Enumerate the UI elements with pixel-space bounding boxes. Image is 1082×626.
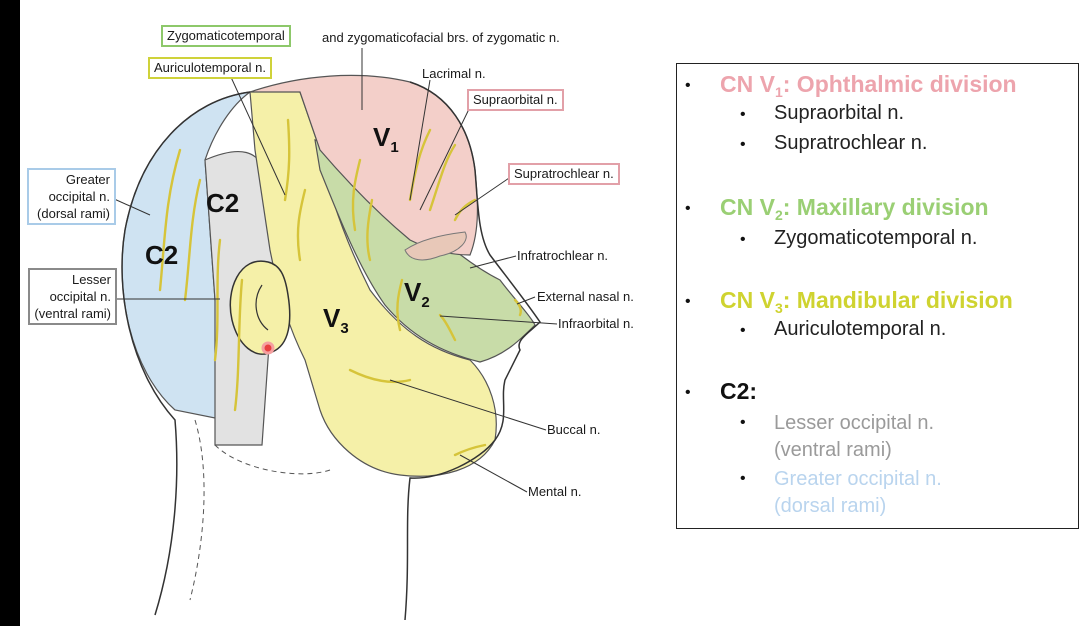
legend-v1-item: Supratrochlear n. [774,132,928,154]
legend-v1-item: Supraorbital n. [774,102,905,124]
face-profile-outline [404,81,541,621]
head-dermatome-diagram [111,48,558,621]
label-auriculotemporal: Auriculotemporal n. [148,57,272,79]
label-buccal: Buccal n. [547,422,601,437]
label-infraorbital: Infraorbital n. [558,316,634,331]
legend-panel: • CN V1: Ophthalmic division • Supraorbi… [676,63,1079,529]
region-v2: V2 [404,277,430,311]
legend-c2-heading: C2: [720,378,758,404]
neck-dashed-line [189,419,205,601]
label-lacrimal: Lacrimal n. [422,66,486,81]
leader-lines [111,48,558,493]
legend-v3-heading: CN V3: Mandibular division [720,287,1013,316]
legend-v1-heading: CN V1: Ophthalmic division [720,71,1017,100]
legend-c2-lesser: Lesser occipital n. (ventral rami) [774,412,935,461]
region-v1: V1 [373,122,399,156]
collar-line [214,444,331,475]
label-lesser-occipital: Lesser occipital n. (ventral rami) [28,268,117,325]
label-infratrochlear: Infratrochlear n. [517,248,609,263]
label-greater-occipital: Greater occipital n. (dorsal rami) [27,168,116,225]
label-supratrochlear: Supratrochlear n. [508,163,620,185]
legend-c2-greater: Greater occipital n. (dorsal rami) [774,468,942,517]
eyebrow [404,231,467,261]
head-back-outline [121,91,251,616]
legend-v2-heading: CN V2: Maxillary division [720,194,989,223]
label-zygomaticotemporal: Zygomaticotemporal [161,25,291,47]
bullet: • [685,77,691,94]
legend-v2-item: Zygomaticotemporal n. [774,227,978,249]
region-c2-back: C2 [206,188,240,218]
legend-v3-item: Auriculotemporal n. [774,318,947,340]
label-external-nasal: External nasal n. [537,289,634,304]
left-edge-bar [0,0,20,626]
label-supraorbital: Supraorbital n. [467,89,564,111]
cursor-dot [261,341,275,355]
label-mental: Mental n. [528,484,582,499]
region-c2-neck: C2 [145,240,179,270]
label-zygomaticofacial: and zygomaticofacial brs. of zygomatic n… [322,30,560,45]
region-v3: V3 [323,303,349,337]
nerve-branches [158,118,522,457]
